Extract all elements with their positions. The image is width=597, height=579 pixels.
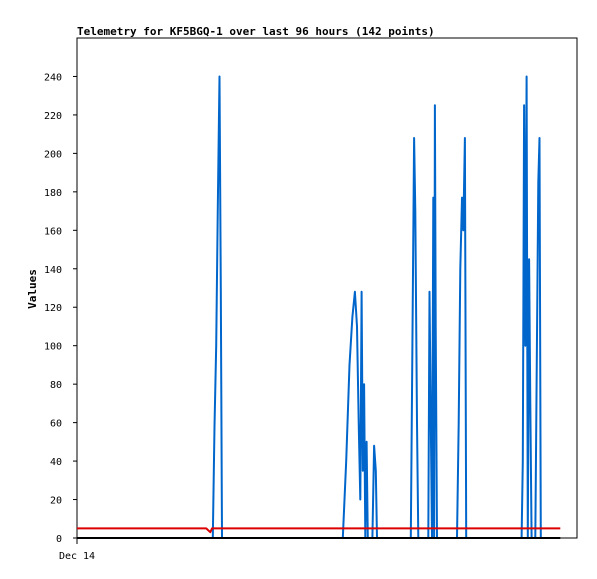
y-tick-label: 20 <box>50 496 62 507</box>
x-axis-ticks: Dec 14 <box>59 538 95 562</box>
y-tick-label: 220 <box>44 111 62 122</box>
y-axis-ticks: 0 20 40 60 80 100 120 140 160 180 200 220 240 <box>44 72 77 545</box>
y-tick-label: 180 <box>44 188 62 199</box>
y-tick-label: 60 <box>50 419 62 430</box>
y-tick-label: 140 <box>44 265 62 276</box>
y-tick-label: 40 <box>50 457 62 468</box>
y-axis-label: Values <box>26 269 39 309</box>
plot-area-frame <box>76 37 578 539</box>
y-tick-label: 0 <box>56 534 62 545</box>
y-tick-label: 100 <box>44 342 62 353</box>
series-layer <box>77 75 561 539</box>
chart-title: Telemetry for KF5BGQ-1 over last 96 hour… <box>77 25 435 38</box>
y-tick-label: 80 <box>50 380 62 391</box>
blue-series-line <box>211 75 542 539</box>
x-tick-label: Dec 14 <box>59 551 95 562</box>
red-series-line <box>77 527 561 534</box>
y-tick-label: 120 <box>44 303 62 314</box>
y-tick-label: 240 <box>44 72 62 83</box>
y-tick-label: 200 <box>44 149 62 160</box>
y-tick-label: 160 <box>44 226 62 237</box>
